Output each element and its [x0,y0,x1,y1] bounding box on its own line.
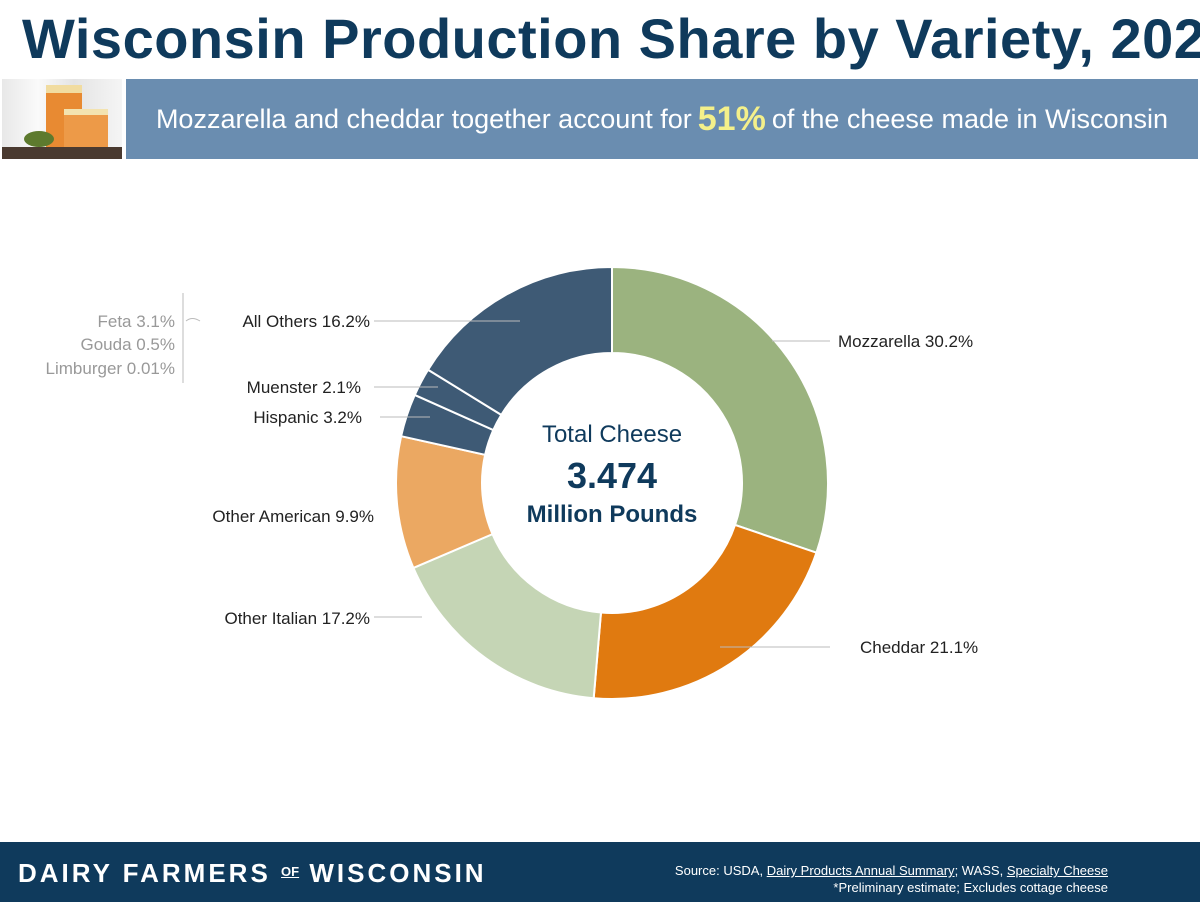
footnote: *Preliminary estimate; Excludes cottage … [833,880,1108,895]
label-limburger: Limburger 0.01% [46,359,175,378]
page-title: Wisconsin Production Share by Variety, 2… [22,7,1200,70]
cheese-photo [2,79,122,159]
banner-text: Mozzarella and cheddar together account … [155,103,692,134]
label-hispanic: Hispanic 3.2% [253,408,362,427]
center-total: 3.474 [567,455,657,496]
source-link-specialty-cheese[interactable]: Specialty Cheese [1006,863,1108,878]
label-all-others: All Others 16.2% [242,312,370,331]
footer: DAIRY FARMERS OF WISCONSIN Source: USDA,… [0,842,1200,902]
source-note: Source: USDA, Dairy Products Annual Summ… [675,862,1108,896]
label-feta: Feta 3.1% [98,312,176,331]
label-cheddar: Cheddar 21.1% [860,638,978,657]
donut-chart: Mozzarella 30.2% Cheddar 21.1% Other Ita… [46,265,978,700]
dairy-farmers-logo: DAIRY FARMERS OF WISCONSIN [18,858,487,888]
slice-all-others [426,265,613,417]
label-other-american: Other American 9.9% [212,507,374,526]
headline-banner: Mozzarella and cheddar together account … [126,79,1198,159]
slice-mozzarella [611,265,829,554]
label-other-italian: Other Italian 17.2% [224,609,370,628]
slice-cheddar [592,523,818,700]
center-label: Total Cheese [542,421,682,448]
source-prefix: Source: USDA, [674,863,764,878]
banner-text-end: of the cheese made in Wisconsin [771,103,1169,134]
slice-other-italian [412,532,603,700]
banner-highlight: 51% [697,99,766,138]
label-mozzarella: Mozzarella 30.2% [838,332,973,351]
label-gouda: Gouda 0.5% [80,335,175,354]
breakdown-connector [185,318,201,322]
label-muenster: Muenster 2.1% [247,378,361,397]
source-link-dairy-products[interactable]: Dairy Products Annual Summary [766,863,955,878]
source-mid: ; WASS, [954,863,1004,878]
center-unit: Million Pounds [527,501,698,528]
